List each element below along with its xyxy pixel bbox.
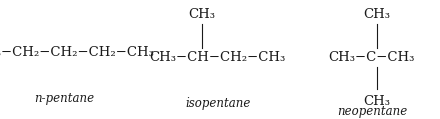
Text: n-pentane: n-pentane (34, 92, 94, 105)
Text: CH₃: CH₃ (363, 8, 391, 21)
Text: CH₃−C−CH₃: CH₃−C−CH₃ (329, 51, 415, 64)
Text: CH₃−CH−CH₂−CH₃: CH₃−CH−CH₂−CH₃ (150, 51, 286, 64)
Text: isopentane: isopentane (185, 97, 250, 110)
Text: CH₃: CH₃ (363, 95, 391, 108)
Text: CH₃: CH₃ (188, 8, 215, 21)
Text: CH₃−CH₂−CH₂−CH₂−CH₃: CH₃−CH₂−CH₂−CH₂−CH₃ (0, 46, 154, 59)
Text: neopentane: neopentane (337, 105, 407, 118)
